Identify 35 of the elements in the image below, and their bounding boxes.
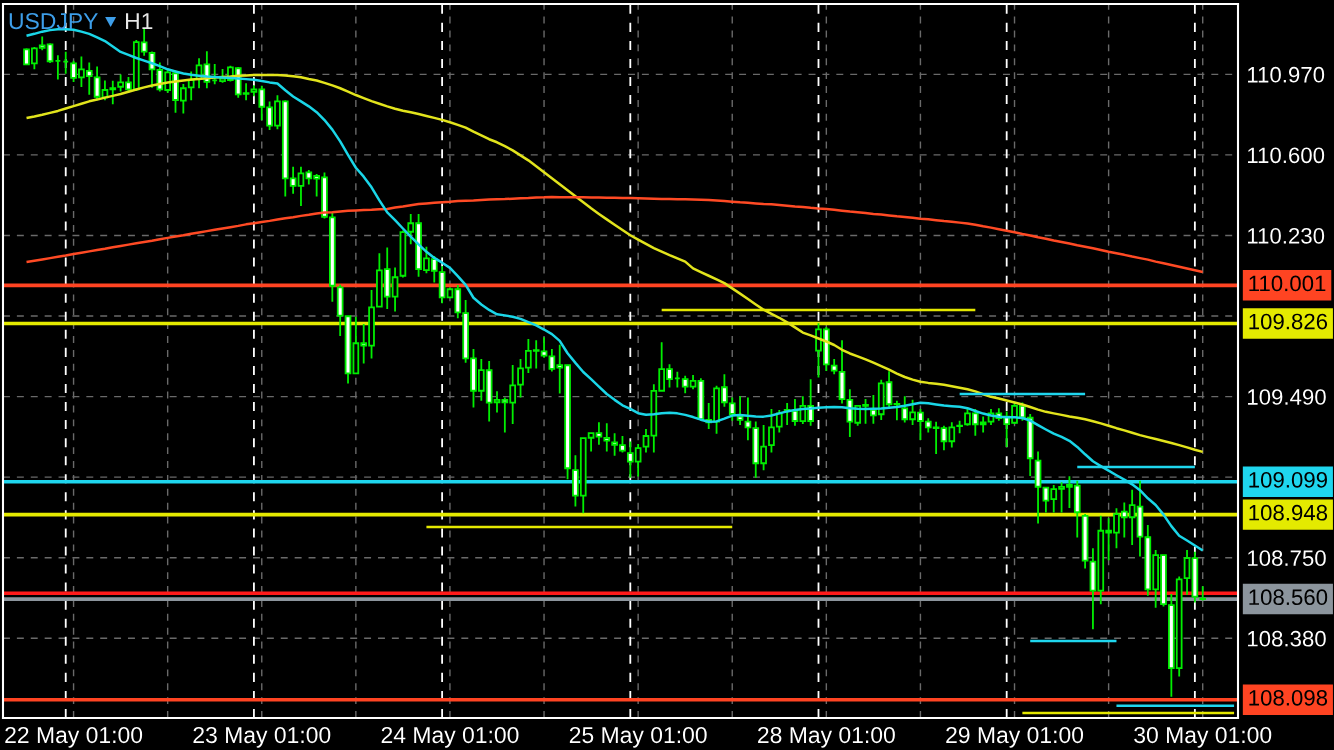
candlestick [399,230,407,278]
line-series [25,195,1204,274]
ref-line-label: 109.099 [1249,471,1327,488]
line-series [25,73,1204,454]
y-tick-label: 108.380 [1248,630,1326,647]
chart-title: USDJPY [9,13,98,30]
ref-line-label: 108.098 [1249,689,1328,706]
ref-line-label: 109.826 [1249,313,1328,330]
ref-line-label: 110.001 [1249,275,1326,292]
candlestick [783,403,791,425]
x-tick-label: 22 May 01:00 [5,726,143,748]
y-tick-label: 108.750 [1248,550,1326,567]
y-tick-label: 110.970 [1248,66,1325,83]
candlestick [1034,451,1042,524]
candlestick [1199,586,1207,601]
y-tick-label: 110.600 [1248,147,1325,164]
x-tick-label: 29 May 01:00 [946,726,1084,748]
candlestick [493,391,501,413]
candlestick [736,396,744,425]
candlestick [1081,513,1089,569]
candlestick [211,64,219,85]
ref-line-label: 108.560 [1249,589,1328,606]
candlestick [62,51,70,74]
x-tick-label: 25 May 01:00 [569,726,707,748]
x-tick-label: 23 May 01:00 [193,726,331,748]
y-tick-label: 110.230 [1248,228,1325,244]
chart-subtitle: H1 [126,13,153,29]
x-tick-label: 24 May 01:00 [381,726,519,748]
candlestick [54,55,62,80]
x-tick-label: 28 May 01:00 [758,726,895,748]
candlestick [893,400,901,421]
y-tick-label: 109.490 [1248,389,1326,405]
candlestick [674,371,681,388]
x-tick-label: 30 May 01:00 [1134,726,1272,748]
ref-line-label: 108.948 [1249,504,1328,521]
